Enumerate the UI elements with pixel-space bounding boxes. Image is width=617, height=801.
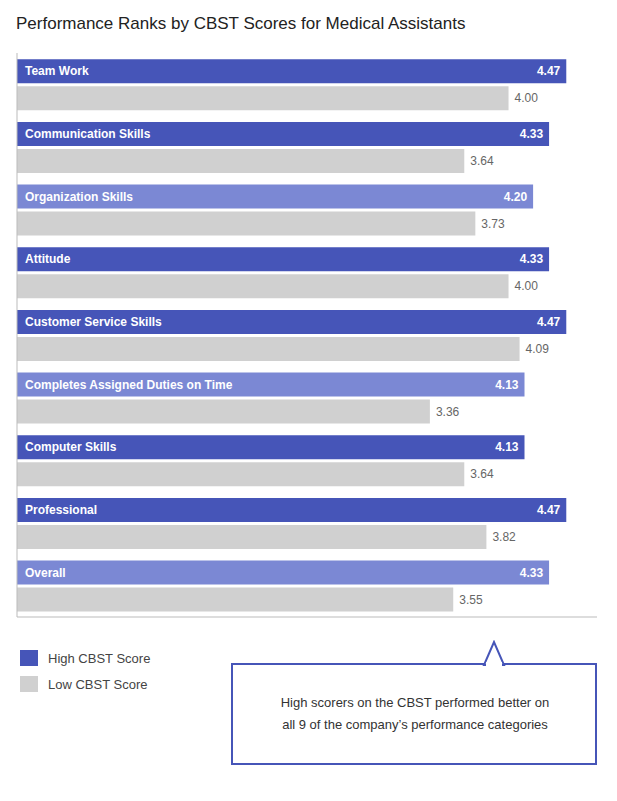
svg-text:Overall: Overall [25, 566, 66, 580]
svg-text:4.13: 4.13 [495, 440, 519, 454]
svg-text:4.00: 4.00 [515, 91, 539, 105]
svg-text:4.47: 4.47 [537, 64, 561, 78]
svg-text:Completes Assigned Duties on T: Completes Assigned Duties on Time [25, 378, 233, 392]
svg-text:3.55: 3.55 [459, 593, 483, 607]
svg-text:3.64: 3.64 [470, 154, 494, 168]
svg-text:3.73: 3.73 [481, 217, 505, 231]
svg-text:4.09: 4.09 [526, 342, 550, 356]
svg-text:Professional: Professional [25, 503, 97, 517]
html-text:Performance Ranks by CBST Scor: Performance Ranks by CBST Scores for Med… [16, 14, 466, 33]
svg-text:3.82: 3.82 [492, 530, 516, 544]
svg-text:4.20: 4.20 [504, 190, 528, 204]
html-text:High scorers on the CBST perfo: High scorers on the CBST performed bette… [280, 694, 550, 732]
svg-text:Communication Skills: Communication Skills [25, 127, 151, 141]
svg-text:4.47: 4.47 [537, 315, 561, 329]
svg-text:4.33: 4.33 [520, 566, 544, 580]
svg-text:4.33: 4.33 [520, 252, 544, 266]
html-text:High CBST Score: High CBST Score [48, 650, 151, 666]
svg-text:4.00: 4.00 [515, 279, 539, 293]
svg-text:Customer Service Skills: Customer Service Skills [25, 315, 162, 329]
svg-text:3.64: 3.64 [470, 467, 494, 481]
svg-text:4.47: 4.47 [537, 503, 561, 517]
svg-text:3.36: 3.36 [436, 405, 460, 419]
svg-text:Computer Skills: Computer Skills [25, 440, 117, 454]
svg-text:Organization Skills: Organization Skills [25, 190, 133, 204]
svg-text:4.33: 4.33 [520, 127, 544, 141]
svg-text:Team Work: Team Work [25, 64, 89, 78]
svg-text:4.13: 4.13 [495, 378, 519, 392]
html-text:Low CBST Score: Low CBST Score [48, 676, 148, 692]
svg-text:Attitude: Attitude [25, 252, 71, 266]
